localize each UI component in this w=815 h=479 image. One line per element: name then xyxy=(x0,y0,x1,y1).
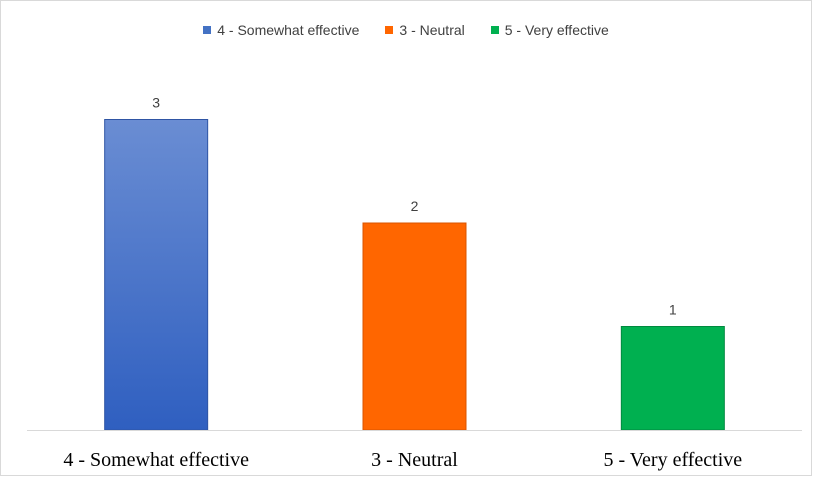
category-label-very-effective: 5 - Very effective xyxy=(604,449,743,471)
legend-swatch-neutral xyxy=(385,26,394,34)
bar-somewhat-effective xyxy=(104,119,209,431)
legend-label-somewhat-effective: 4 - Somewhat effective xyxy=(217,22,360,38)
legend: 4 - Somewhat effective 3 - Neutral 5 - V… xyxy=(0,22,812,38)
legend-swatch-very-effective xyxy=(490,26,499,34)
data-label-somewhat-effective: 3 xyxy=(152,95,160,111)
data-label-very-effective: 1 xyxy=(669,302,677,318)
category-label-somewhat-effective: 4 - Somewhat effective xyxy=(63,449,249,471)
category-label-neutral: 3 - Neutral xyxy=(371,449,458,471)
legend-label-very-effective: 5 - Very effective xyxy=(504,22,609,38)
legend-item-somewhat-effective: 4 - Somewhat effective xyxy=(203,22,359,38)
legend-item-neutral: 3 - Neutral xyxy=(385,22,465,38)
legend-item-very-effective: 5 - Very effective xyxy=(490,22,609,38)
legend-label-neutral: 3 - Neutral xyxy=(399,22,465,38)
legend-swatch-somewhat-effective xyxy=(203,26,212,34)
bar-very-effective xyxy=(620,326,725,431)
data-label-neutral: 2 xyxy=(411,198,419,214)
bar-neutral xyxy=(362,222,467,431)
